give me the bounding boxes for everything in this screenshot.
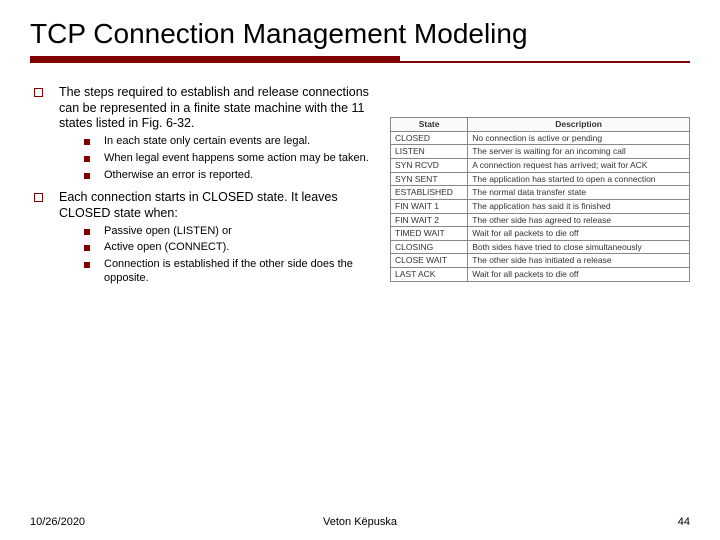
table-cell: FIN WAIT 2 xyxy=(391,213,468,227)
left-column: The steps required to establish and rele… xyxy=(30,77,390,285)
square-fill-icon xyxy=(84,156,90,162)
table-cell: CLOSE WAIT xyxy=(391,254,468,268)
right-column: State Description CLOSEDNo connection is… xyxy=(390,77,690,285)
sub-bullet-item: Passive open (LISTEN) or xyxy=(84,225,382,239)
sub-bullet-text: When legal event happens some action may… xyxy=(104,152,369,166)
table-cell: TIMED WAIT xyxy=(391,227,468,241)
table-cell: SYN RCVD xyxy=(391,159,468,173)
bullet-item: Each connection starts in CLOSED state. … xyxy=(30,190,382,221)
sub-bullet-text: Connection is established if the other s… xyxy=(104,258,382,286)
table-cell: ESTABLISHED xyxy=(391,186,468,200)
table-row: FIN WAIT 1The application has said it is… xyxy=(391,199,690,213)
sub-bullet-text: Active open (CONNECT). xyxy=(104,241,229,255)
table-cell: The application has started to open a co… xyxy=(468,172,690,186)
table-cell: A connection request has arrived; wait f… xyxy=(468,159,690,173)
table-row: CLOSE WAITThe other side has initiated a… xyxy=(391,254,690,268)
footer: 10/26/2020 Veton Këpuska 44 xyxy=(30,516,690,528)
square-fill-icon xyxy=(84,229,90,235)
underline-thick xyxy=(30,56,400,63)
bullet-text: The steps required to establish and rele… xyxy=(59,85,382,132)
sub-bullet-text: Otherwise an error is reported. xyxy=(104,169,253,183)
footer-author: Veton Këpuska xyxy=(323,516,397,528)
sub-bullet-text: In each state only certain events are le… xyxy=(104,135,310,149)
table-row: FIN WAIT 2The other side has agreed to r… xyxy=(391,213,690,227)
slide-title: TCP Connection Management Modeling xyxy=(30,18,690,50)
sub-bullet-item: Otherwise an error is reported. xyxy=(84,169,382,183)
bullet-item: The steps required to establish and rele… xyxy=(30,85,382,132)
table-header: Description xyxy=(468,118,690,132)
table-header-row: State Description xyxy=(391,118,690,132)
sub-bullet-item: Active open (CONNECT). xyxy=(84,241,382,255)
table-cell: SYN SENT xyxy=(391,172,468,186)
square-fill-icon xyxy=(84,262,90,268)
table-cell: CLOSING xyxy=(391,240,468,254)
square-fill-icon xyxy=(84,173,90,179)
table-row: SYN SENTThe application has started to o… xyxy=(391,172,690,186)
table-cell: No connection is active or pending xyxy=(468,131,690,145)
table-row: CLOSEDNo connection is active or pending xyxy=(391,131,690,145)
sub-bullet-text: Passive open (LISTEN) or xyxy=(104,225,232,239)
footer-date: 10/26/2020 xyxy=(30,516,85,528)
sub-bullet-item: Connection is established if the other s… xyxy=(84,258,382,286)
footer-page: 44 xyxy=(678,516,690,528)
table-row: LAST ACKWait for all packets to die off xyxy=(391,268,690,282)
sub-bullet-item: In each state only certain events are le… xyxy=(84,135,382,149)
table-cell: CLOSED xyxy=(391,131,468,145)
table-cell: The normal data transfer state xyxy=(468,186,690,200)
table-cell: The other side has initiated a release xyxy=(468,254,690,268)
table-cell: Wait for all packets to die off xyxy=(468,268,690,282)
square-outline-icon xyxy=(34,88,43,97)
square-fill-icon xyxy=(84,245,90,251)
table-cell: FIN WAIT 1 xyxy=(391,199,468,213)
square-outline-icon xyxy=(34,193,43,202)
square-fill-icon xyxy=(84,139,90,145)
table-cell: The application has said it is finished xyxy=(468,199,690,213)
table-cell: LISTEN xyxy=(391,145,468,159)
table-header: State xyxy=(391,118,468,132)
table-row: ESTABLISHEDThe normal data transfer stat… xyxy=(391,186,690,200)
table-cell: The other side has agreed to release xyxy=(468,213,690,227)
table-row: LISTENThe server is waiting for an incom… xyxy=(391,145,690,159)
table-row: SYN RCVDA connection request has arrived… xyxy=(391,159,690,173)
table-row: TIMED WAITWait for all packets to die of… xyxy=(391,227,690,241)
bullet-text: Each connection starts in CLOSED state. … xyxy=(59,190,382,221)
table-cell: Wait for all packets to die off xyxy=(468,227,690,241)
table-cell: The server is waiting for an incoming ca… xyxy=(468,145,690,159)
underline-thin xyxy=(400,61,690,63)
states-table: State Description CLOSEDNo connection is… xyxy=(390,117,690,282)
content-area: The steps required to establish and rele… xyxy=(30,77,690,285)
table-cell: LAST ACK xyxy=(391,268,468,282)
title-underline xyxy=(30,56,690,63)
table-row: CLOSINGBoth sides have tried to close si… xyxy=(391,240,690,254)
slide: TCP Connection Management Modeling The s… xyxy=(0,0,720,540)
sub-bullet-item: When legal event happens some action may… xyxy=(84,152,382,166)
table-cell: Both sides have tried to close simultane… xyxy=(468,240,690,254)
